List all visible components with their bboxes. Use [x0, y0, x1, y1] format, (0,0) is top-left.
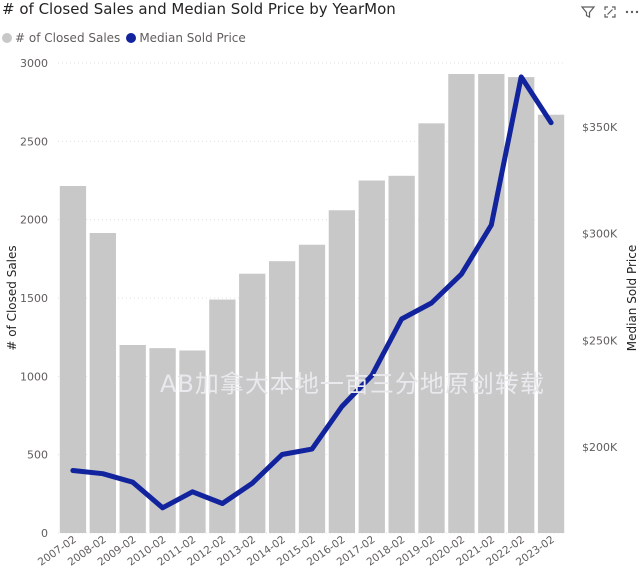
legend-item-closed-sales[interactable]: # of Closed Sales	[2, 31, 120, 45]
y2-tick-label: $300K	[582, 228, 618, 241]
chart-legend: # of Closed Sales Median Sold Price	[2, 31, 252, 45]
bar	[59, 185, 87, 533]
y-tick-label: 1000	[20, 370, 48, 383]
bar	[298, 244, 326, 533]
y-tick-label: 0	[41, 527, 48, 540]
bar	[209, 299, 236, 533]
y2-tick-label: $350K	[582, 121, 618, 134]
legend-label-median-price: Median Sold Price	[139, 31, 246, 45]
y-tick-label: 1500	[20, 292, 48, 305]
bar	[239, 273, 266, 533]
chart-title: # of Closed Sales and Median Sold Price …	[2, 0, 396, 18]
focus-mode-icon[interactable]	[602, 4, 618, 20]
y-tick-label: 2500	[20, 135, 48, 148]
legend-swatch-median-price	[126, 33, 137, 43]
watermark-text: AB加拿大本地一亩三分地原创转载	[160, 370, 545, 398]
legend-label-closed-sales: # of Closed Sales	[15, 31, 121, 45]
bar	[119, 345, 146, 533]
y2-axis-title: Median Sold Price	[625, 245, 639, 351]
bar	[89, 232, 116, 533]
visual-header	[580, 4, 640, 20]
filter-icon[interactable]	[580, 4, 596, 20]
bar	[179, 350, 206, 533]
bar	[388, 175, 415, 534]
y-tick-label: 2000	[20, 214, 48, 227]
y-tick-label: 3000	[20, 57, 48, 70]
legend-item-median-price[interactable]: Median Sold Price	[126, 31, 246, 45]
more-options-icon[interactable]	[624, 4, 640, 20]
bar	[537, 114, 565, 533]
y-axis-title: # of Closed Sales	[5, 245, 19, 350]
bar	[418, 123, 445, 534]
legend-swatch-closed-sales	[2, 33, 12, 43]
y2-tick-label: $250K	[582, 334, 618, 347]
bar	[478, 73, 505, 533]
bar	[448, 73, 475, 533]
bar	[328, 210, 356, 533]
bar	[508, 77, 535, 533]
bar	[268, 261, 296, 533]
y2-tick-label: $200K	[582, 441, 618, 454]
y-tick-label: 500	[27, 449, 48, 462]
